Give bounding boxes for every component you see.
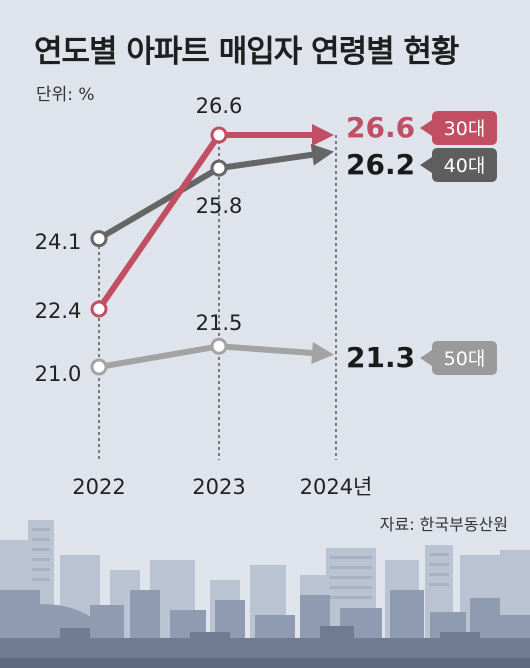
x-tick-label-2022: 2022: [72, 475, 125, 499]
line-chart: 22.4 26.6 24.1 25.8 21.0 21.5 26.6 30대 26.2 40대 2…: [35, 94, 497, 499]
legend-label-30s: 30대: [444, 118, 486, 140]
series-tag-40s: [420, 148, 497, 182]
data-point-30s-2023: [210, 126, 228, 144]
data-point-50s-2023: [210, 337, 228, 355]
data-point-30s-2022: [90, 300, 108, 318]
data-point-40s-2022: [90, 230, 108, 248]
source-label: 자료: 한국부동산원: [379, 515, 508, 534]
series-arrow-40s: [310, 143, 334, 166]
chart-title: 연도별 아파트 매입자 연령별 현황: [34, 34, 459, 70]
end-value-30s: 26.6: [346, 111, 415, 144]
data-label-40s-2023: 25.8: [196, 194, 243, 218]
x-tick-label-2023: 2023: [192, 475, 245, 499]
unit-label: 단위: %: [36, 85, 95, 105]
data-label-50s-2022: 21.0: [35, 362, 82, 386]
x-tick-label-2024년: 2024년: [300, 475, 373, 499]
data-label-40s-2022: 24.1: [35, 230, 82, 254]
data-point-50s-2022: [90, 358, 108, 376]
city-skyline-illustration: [0, 520, 530, 668]
legend-label-40s: 40대: [444, 155, 486, 177]
data-point-40s-2023: [210, 159, 228, 177]
series-arrow-50s: [311, 342, 334, 364]
end-value-40s: 26.2: [346, 148, 415, 181]
series-tag-30s: [420, 111, 497, 145]
data-label-30s-2022: 22.4: [35, 299, 82, 323]
data-label-30s-2023: 26.6: [196, 94, 243, 118]
series-tag-50s: [420, 341, 497, 375]
legend-label-50s: 50대: [444, 348, 486, 370]
series-line-50s: [98, 343, 319, 370]
end-value-50s: 21.3: [346, 341, 415, 374]
data-label-50s-2023: 21.5: [196, 311, 243, 335]
series-arrow-30s: [312, 124, 334, 146]
